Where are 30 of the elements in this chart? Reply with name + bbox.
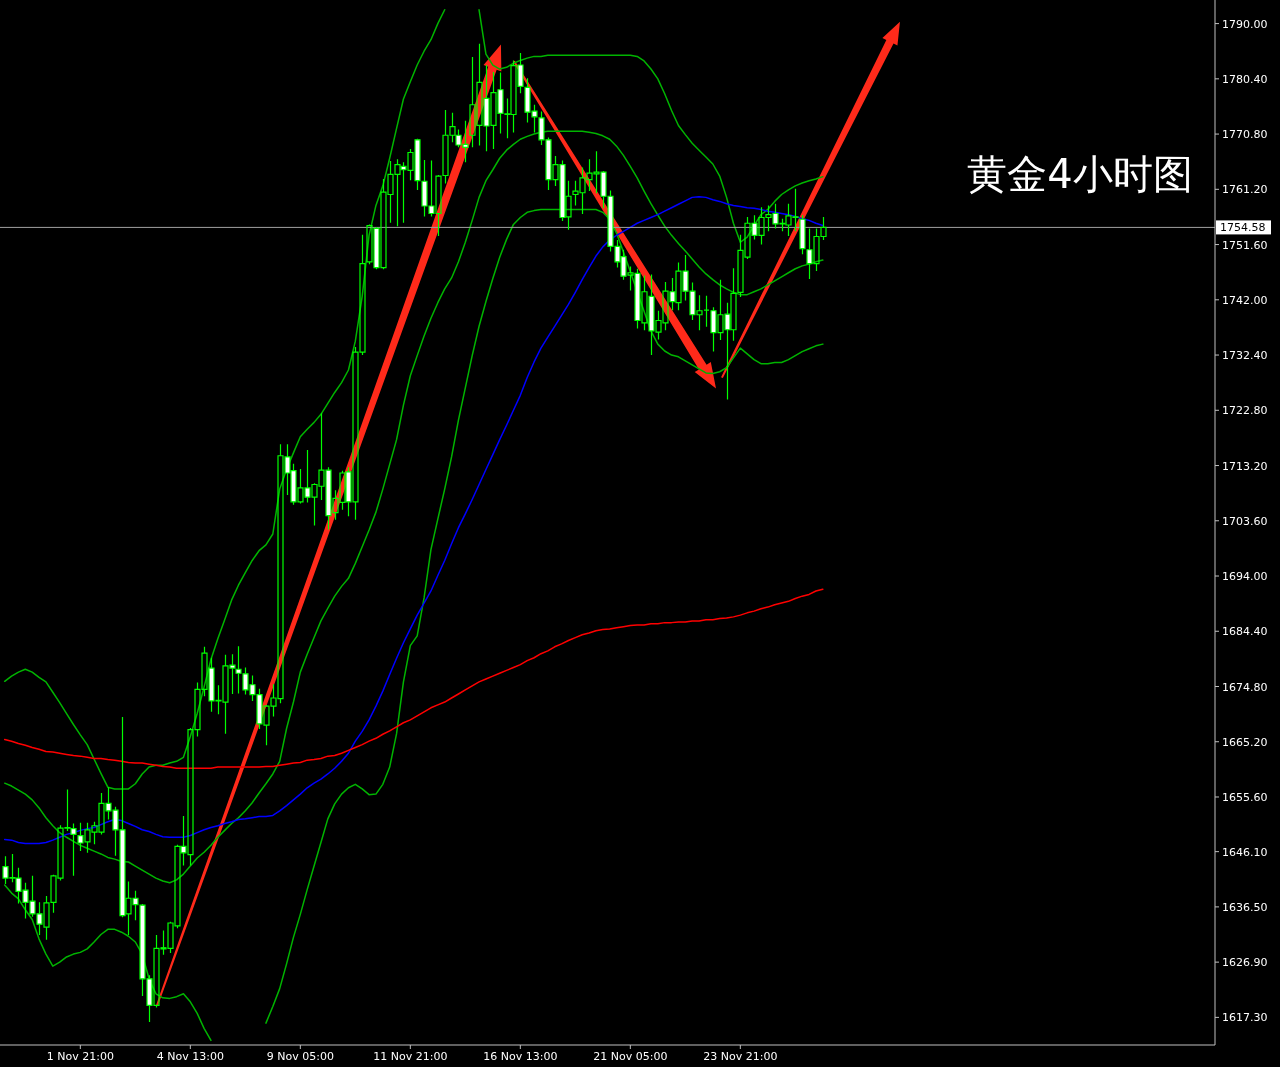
y-tick-label: 1694.00 <box>1222 569 1268 583</box>
ref-line-label: 1754.58 <box>1220 220 1266 234</box>
y-tick-label: 1626.90 <box>1222 955 1268 969</box>
y-tick-label: 1713.20 <box>1222 459 1268 473</box>
y-tick-label: 1703.60 <box>1222 514 1268 528</box>
y-tick-label: 1790.00 <box>1222 17 1268 31</box>
y-tick-label: 1732.40 <box>1222 348 1268 362</box>
text: 黄金4小时图 <box>967 151 1193 197</box>
y-tick-label: 1617.30 <box>1222 1010 1268 1024</box>
line-series <box>3 588 824 769</box>
x-tick-label: 21 Nov 05:00 <box>593 1050 668 1063</box>
x-tick-label: 1 Nov 21:00 <box>46 1050 114 1063</box>
y-tick-label: 1780.40 <box>1222 72 1268 86</box>
y-tick-label: 1751.60 <box>1222 238 1268 252</box>
y-tick-label: 1761.20 <box>1222 182 1268 196</box>
y-tick-label: 1646.10 <box>1222 845 1268 859</box>
y-tick-label: 1636.50 <box>1222 900 1268 914</box>
y-tick-label: 1655.60 <box>1222 790 1268 804</box>
x-tick-label: 9 Nov 05:00 <box>266 1050 334 1063</box>
y-tick-label: 1722.80 <box>1222 403 1268 417</box>
y-tick-label: 1742.00 <box>1222 293 1268 307</box>
x-tick-label: 16 Nov 13:00 <box>483 1050 558 1063</box>
x-tick-label: 11 Nov 21:00 <box>373 1050 448 1063</box>
y-tick-label: 1770.80 <box>1222 127 1268 141</box>
x-tick-label: 4 Nov 13:00 <box>156 1050 224 1063</box>
y-tick-label: 1684.40 <box>1222 624 1268 638</box>
y-tick-label: 1665.20 <box>1222 735 1268 749</box>
y-tick-label: 1674.80 <box>1222 680 1268 693</box>
x-tick-label: 23 Nov 21:00 <box>703 1050 778 1063</box>
candlestick <box>799 215 806 255</box>
